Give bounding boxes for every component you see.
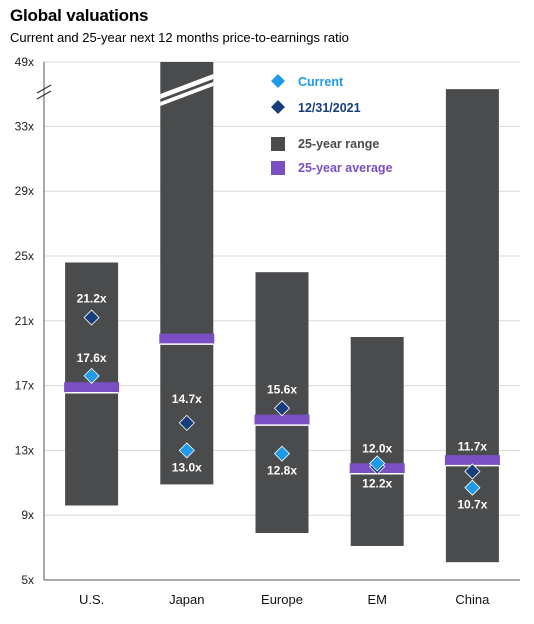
- prior-value-label: 12.0x: [362, 442, 392, 456]
- current-point: [464, 479, 481, 496]
- current-value-label: 10.7x: [457, 498, 487, 512]
- x-category-label: Europe: [261, 592, 303, 607]
- legend-range-icon: [271, 137, 285, 151]
- y-tick-label: 29x: [15, 184, 34, 198]
- legend-range-label: 25-year range: [298, 137, 379, 151]
- current-point: [178, 442, 195, 459]
- prior-value-label: 21.2x: [77, 292, 107, 306]
- x-category-label: China: [455, 592, 490, 607]
- y-tick-label: 33x: [15, 119, 34, 133]
- current-value-label: 12.2x: [362, 476, 392, 490]
- average-marker: [159, 333, 215, 344]
- prior-point: [464, 463, 481, 480]
- y-tick-label: 13x: [15, 443, 34, 457]
- legend-current-label: Current: [298, 75, 344, 89]
- current-value-label: 13.0x: [172, 460, 202, 474]
- chart-subtitle: Current and 25-year next 12 months price…: [10, 30, 349, 45]
- y-tick-label: 17x: [15, 379, 34, 393]
- x-category-label: U.S.: [79, 592, 104, 607]
- prior-value-label: 15.6x: [267, 382, 297, 396]
- current-value-label: 12.8x: [267, 464, 297, 478]
- bar-break: [160, 74, 214, 99]
- legend-average-label: 25-year average: [298, 161, 393, 175]
- legend-average-icon: [271, 161, 285, 175]
- legend-prior-label: 12/31/2021: [298, 101, 361, 115]
- range-bar: [350, 337, 404, 546]
- axis-break-mark: [36, 84, 52, 94]
- bar-break: [160, 82, 214, 106]
- y-tick-label: 25x: [15, 249, 34, 263]
- y-tick-label: 49x: [15, 55, 34, 69]
- y-tick-label: 21x: [15, 314, 34, 328]
- prior-value-label: 11.7x: [458, 439, 488, 453]
- current-point: [369, 455, 386, 472]
- average-marker: [254, 414, 310, 425]
- y-tick-label: 5x: [21, 573, 34, 587]
- current-point: [273, 445, 291, 462]
- y-tick-label: 9x: [21, 508, 34, 522]
- current-point: [83, 367, 100, 384]
- legend-prior-icon: [269, 98, 287, 116]
- current-value-label: 17.6x: [77, 351, 107, 365]
- x-category-label: Japan: [169, 592, 204, 607]
- range-bar: [160, 62, 214, 485]
- axis-break-mark: [36, 90, 52, 100]
- prior-point: [178, 414, 195, 431]
- chart-title: Global valuations: [10, 6, 149, 25]
- x-category-label: EM: [367, 592, 387, 607]
- prior-point: [83, 309, 100, 326]
- average-marker: [64, 382, 120, 393]
- legend-current-icon: [269, 72, 287, 90]
- prior-point: [273, 400, 291, 417]
- average-marker: [444, 455, 500, 466]
- prior-value-label: 14.7x: [172, 392, 202, 406]
